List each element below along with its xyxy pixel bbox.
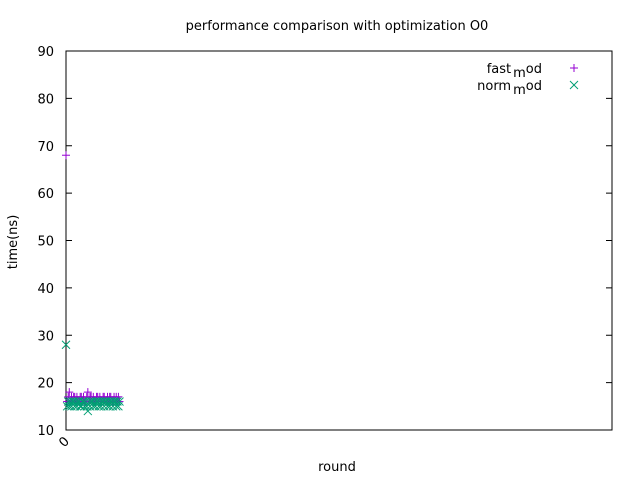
data-point-cross: [106, 397, 116, 406]
chart-title: performance comparison with optimization…: [186, 19, 489, 34]
y-axis: 10 20 30 40 50 60 70 80 90: [37, 45, 612, 439]
legend-label-tail: od: [526, 79, 542, 94]
y-tick-label: 90: [37, 45, 54, 60]
series-fast_mod: [62, 151, 124, 406]
x-tick-label: 0: [56, 434, 72, 450]
legend-label-main: fast: [487, 62, 511, 77]
legend-label-tail: od: [526, 62, 542, 77]
legend-item: norm mod: [477, 79, 579, 98]
data-point-cross: [75, 401, 85, 411]
y-tick-label: 40: [37, 282, 54, 297]
legend-label: norm mod: [477, 79, 542, 98]
plot-border: [65, 50, 613, 431]
legend-item: fast mod: [487, 62, 578, 81]
x-axis: 0: [56, 51, 73, 451]
data-point-plus: [83, 388, 92, 397]
data-point-plus: [114, 392, 123, 401]
y-tick-label: 20: [37, 377, 54, 392]
data-point-cross: [61, 340, 71, 350]
y-tick-label: 60: [37, 187, 54, 202]
y-tick-label: 70: [37, 140, 54, 155]
data-point-plus: [62, 151, 70, 160]
legend-plus-marker: [570, 64, 578, 72]
legend-cross-marker: [569, 80, 579, 90]
legend-label-sub: m: [513, 66, 526, 81]
series-norm_mod: [61, 340, 124, 416]
legend-label-sub: m: [513, 83, 526, 98]
legend-label: fast mod: [487, 62, 542, 81]
y-tick-label: 80: [37, 92, 54, 107]
x-axis-label: round: [318, 460, 356, 475]
legend-label-main: norm: [477, 79, 511, 94]
data-point-cross: [97, 397, 107, 406]
data-point-plus: [65, 388, 74, 397]
y-axis-label: time(ns): [6, 215, 21, 270]
y-tick-label: 30: [37, 329, 54, 344]
data-point-cross: [83, 406, 93, 416]
y-tick-label: 10: [37, 424, 54, 439]
y-tick-label: 50: [37, 235, 54, 250]
data-points: [61, 151, 124, 416]
plot-area: [65, 50, 613, 431]
data-point-cross: [115, 397, 124, 406]
